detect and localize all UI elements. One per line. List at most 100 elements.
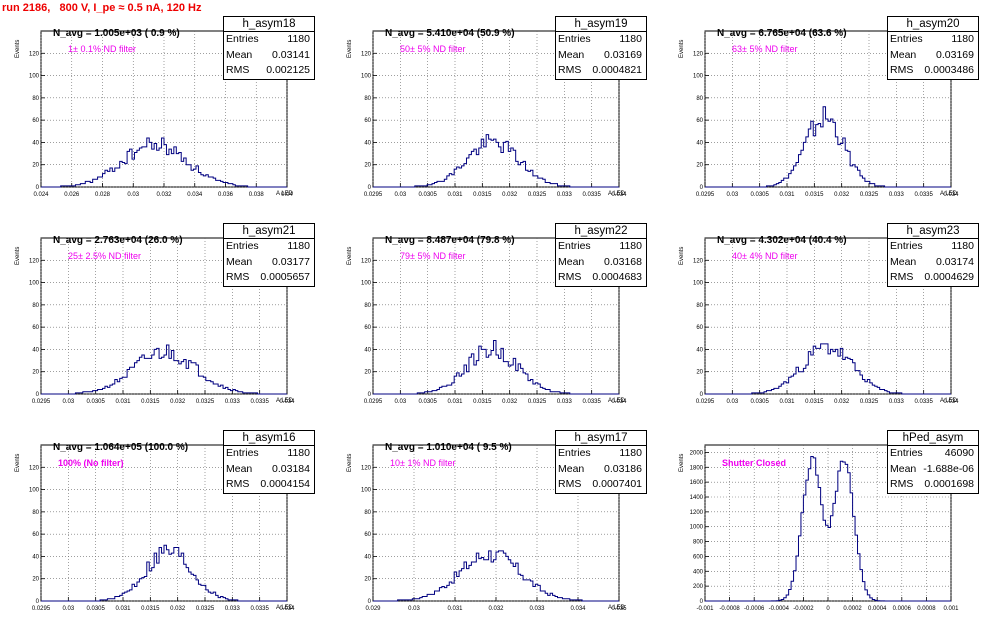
filter-label: 100% (No filter) <box>58 458 124 468</box>
rms-label: RMS <box>558 64 582 76</box>
x-tick-label: 0.031 <box>447 399 463 405</box>
x-tick-label: 0.033 <box>889 192 905 198</box>
y-axis-label: Events <box>15 246 21 265</box>
x-tick-label: 0.033 <box>529 606 545 612</box>
y-tick-label: 400 <box>693 569 704 575</box>
x-tick-label: 0.0325 <box>528 399 547 405</box>
entries-label: Entries <box>558 240 591 252</box>
n-avg-label: N_avg = 6.765e+04 (63.6 %) <box>717 28 847 39</box>
mean-value: 0.03184 <box>272 462 310 475</box>
y-tick-label: 80 <box>696 96 703 102</box>
x-tick-label: 0.0325 <box>860 399 879 405</box>
x-tick-label: -0.0002 <box>793 606 814 612</box>
y-tick-label: 60 <box>696 325 703 331</box>
x-tick-label: 0.035 <box>611 606 627 612</box>
x-tick-label: 0.033 <box>557 399 573 405</box>
y-axis-label: Events <box>679 453 685 472</box>
y-tick-label: 1400 <box>690 495 704 501</box>
mean-value: 0.03169 <box>604 48 642 61</box>
filter-label: 10± 1% ND filter <box>390 458 456 468</box>
hist-name: h_asym17 <box>556 431 646 446</box>
y-tick-label: 120 <box>693 258 704 264</box>
y-tick-label: 40 <box>696 347 703 353</box>
rms-value: 0.0003486 <box>924 64 974 76</box>
x-axis-label: A LED <box>608 398 626 404</box>
hist-name: h_asym23 <box>888 224 978 239</box>
y-tick-label: 100 <box>361 488 372 494</box>
y-tick-label: 80 <box>364 510 371 516</box>
y-tick-label: 0 <box>700 185 704 191</box>
x-tick-label: 0.032 <box>170 399 186 405</box>
filter-label: 40± 4% ND filter <box>732 251 798 261</box>
y-tick-label: 80 <box>32 96 39 102</box>
x-tick-label: 0.0305 <box>750 192 769 198</box>
y-tick-label: 100 <box>29 488 40 494</box>
y-tick-label: 100 <box>29 281 40 287</box>
y-tick-label: 20 <box>364 370 371 376</box>
n-avg-label: N_avg = 4.302e+04 (40.4 %) <box>717 235 847 246</box>
x-tick-label: 0.026 <box>64 192 80 198</box>
x-tick-label: 0.0315 <box>141 399 160 405</box>
hist-svg: 0.0295 0.03 0.0305 0.031 0.0315 0.032 0.0325 0.… <box>361 30 627 198</box>
x-tick-label: 0.038 <box>249 192 265 198</box>
x-tick-label: 0.034 <box>611 399 627 405</box>
y-axis-label: Events <box>347 39 353 58</box>
y-tick-label: 20 <box>696 163 703 169</box>
y-tick-label: 100 <box>361 74 372 80</box>
mean-value: 0.03169 <box>936 48 974 61</box>
filter-label: 50± 5% ND filter <box>400 44 466 54</box>
y-tick-label: 0 <box>700 599 704 605</box>
y-axis-label: Events <box>15 39 21 58</box>
y-tick-label: 100 <box>693 74 704 80</box>
x-tick-label: 0.034 <box>279 399 295 405</box>
x-tick-label: 0.0006 <box>893 606 912 612</box>
x-tick-label: 0.0335 <box>914 399 933 405</box>
stats-box: h_asym23 Entries 1180 Mean 0.03174 RMS 0.00… <box>887 223 979 287</box>
hist-panel-h_asym23: 0.0295 0.03 0.0305 0.031 0.0315 0.032 0.0325 0.… <box>664 221 994 428</box>
x-tick-label: 0.0002 <box>843 606 862 612</box>
filter-label: 63± 5% ND filter <box>732 44 798 54</box>
x-tick-label: 0.034 <box>943 192 959 198</box>
x-tick-label: 0.0295 <box>364 399 383 405</box>
y-tick-label: 60 <box>696 118 703 124</box>
x-tick-label: 0.03 <box>726 399 738 405</box>
hist-svg: 0.0295 0.03 0.0305 0.031 0.0315 0.032 0.0325 0.… <box>29 444 295 612</box>
n-avg-label: N_avg = 5.410e+04 (50.9 %) <box>385 28 515 39</box>
x-tick-label: 0.0325 <box>528 192 547 198</box>
hist-panel-h_asym17: 0.029 0.03 0.031 0.032 0.033 0.034 0.035 0 20 40 6… <box>332 428 662 635</box>
hist-name: h_asym20 <box>888 17 978 32</box>
y-tick-label: 0 <box>36 392 40 398</box>
stats-box: h_asym19 Entries 1180 Mean 0.03169 RMS 0.00… <box>555 16 647 80</box>
rms-label: RMS <box>890 478 914 490</box>
rms-value: 0.0004629 <box>924 271 974 283</box>
entries-value: 1180 <box>287 240 310 252</box>
x-tick-label: 0.0305 <box>418 192 437 198</box>
y-tick-label: 120 <box>29 258 40 264</box>
y-axis-label: Events <box>347 453 353 472</box>
y-tick-label: 40 <box>364 140 371 146</box>
x-tick-label: 0.034 <box>187 192 203 198</box>
y-tick-label: 120 <box>361 465 372 471</box>
stats-box: h_asym16 Entries 1180 Mean 0.03184 RMS 0.00… <box>223 430 315 494</box>
hist-panel-h_asym19: 0.0295 0.03 0.0305 0.031 0.0315 0.032 0.0325 0.… <box>332 14 662 221</box>
x-tick-label: 0.0295 <box>364 192 383 198</box>
y-tick-label: 80 <box>32 303 39 309</box>
rms-label: RMS <box>226 271 250 283</box>
histogram-line <box>373 340 619 395</box>
entries-value: 1180 <box>951 33 974 45</box>
y-tick-label: 80 <box>32 510 39 516</box>
x-tick-label: 0.034 <box>570 606 586 612</box>
stats-box: h_asym22 Entries 1180 Mean 0.03168 RMS 0.00… <box>555 223 647 287</box>
y-tick-label: 0 <box>700 392 704 398</box>
mean-label: Mean <box>890 255 917 268</box>
x-tick-label: 0.0335 <box>582 399 601 405</box>
hist-svg: 0.0295 0.03 0.0305 0.031 0.0315 0.032 0.0325 0.… <box>29 237 295 405</box>
histogram-line <box>373 550 619 602</box>
n-avg-label: N_avg = 8.487e+04 (79.8 %) <box>385 235 515 246</box>
y-tick-label: 100 <box>361 281 372 287</box>
entries-label: Entries <box>226 240 259 252</box>
x-tick-label: 0.032 <box>502 399 518 405</box>
y-tick-label: 40 <box>32 554 39 560</box>
y-tick-label: 0 <box>36 185 40 191</box>
mean-label: Mean <box>226 462 253 475</box>
